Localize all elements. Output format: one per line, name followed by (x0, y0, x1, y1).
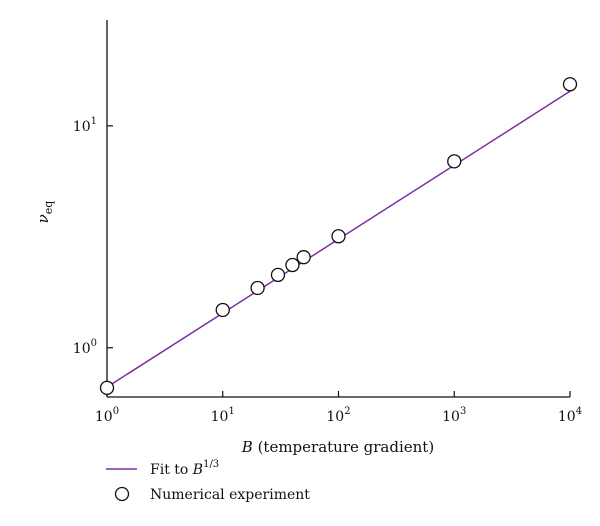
x-tick-exponent: 3 (460, 406, 466, 417)
x-axis: 100 101 102 103 104 (95, 391, 582, 425)
points-layer (99, 77, 578, 395)
y-tick-base: 10 (73, 341, 91, 357)
x-tick-group: 100 101 102 103 104 (95, 391, 582, 425)
x-tick-label: 100 (95, 406, 119, 425)
legend-fit-prefix: Fit to (150, 462, 193, 478)
y-tick-exponent: 0 (91, 338, 97, 349)
y-tick-label: 101 (73, 116, 97, 135)
x-tick-exponent: 1 (228, 406, 234, 417)
y-axis-title: νeq (34, 201, 55, 224)
legend-marker-label: Numerical experiment (150, 487, 310, 503)
x-tick-label: 102 (326, 406, 350, 425)
x-tick-base: 10 (326, 409, 344, 425)
y-tick-label: 100 (73, 338, 97, 357)
data-point (331, 229, 346, 244)
legend-marker-swatch (114, 486, 130, 502)
x-tick-label: 103 (442, 406, 466, 425)
x-tick-label: 101 (211, 406, 235, 425)
data-point (447, 154, 462, 169)
x-tick-exponent: 4 (576, 406, 582, 417)
x-tick-base: 10 (211, 409, 229, 425)
x-axis-title-text: (temperature gradient) (253, 438, 434, 456)
data-point (562, 77, 578, 92)
x-tick-base: 10 (558, 409, 576, 425)
y-tick-exponent: 1 (91, 116, 97, 127)
data-point (296, 250, 311, 265)
x-axis-title-symbol: B (241, 438, 253, 456)
data-point (270, 267, 286, 283)
data-point (215, 302, 230, 318)
x-tick-label: 104 (558, 406, 582, 425)
legend-fit-label: Fit to B1/3 (150, 459, 219, 478)
x-tick-base: 10 (442, 409, 460, 425)
y-tick-base: 10 (73, 119, 91, 135)
data-point (99, 380, 115, 395)
x-tick-exponent: 0 (113, 406, 119, 417)
x-axis-title: B (temperature gradient) (241, 438, 434, 456)
legend-fit-exponent: 1/3 (203, 459, 219, 470)
data-point (250, 280, 265, 296)
x-tick-exponent: 2 (344, 406, 350, 417)
y-axis-title-symbol: ν (34, 214, 52, 223)
x-tick-base: 10 (95, 409, 113, 425)
legend: Fit to B1/3 Numerical experiment (106, 459, 310, 503)
legend-fit-symbol: B (192, 462, 203, 478)
data-point (285, 257, 300, 273)
y-axis-title-subscript: eq (42, 201, 55, 215)
